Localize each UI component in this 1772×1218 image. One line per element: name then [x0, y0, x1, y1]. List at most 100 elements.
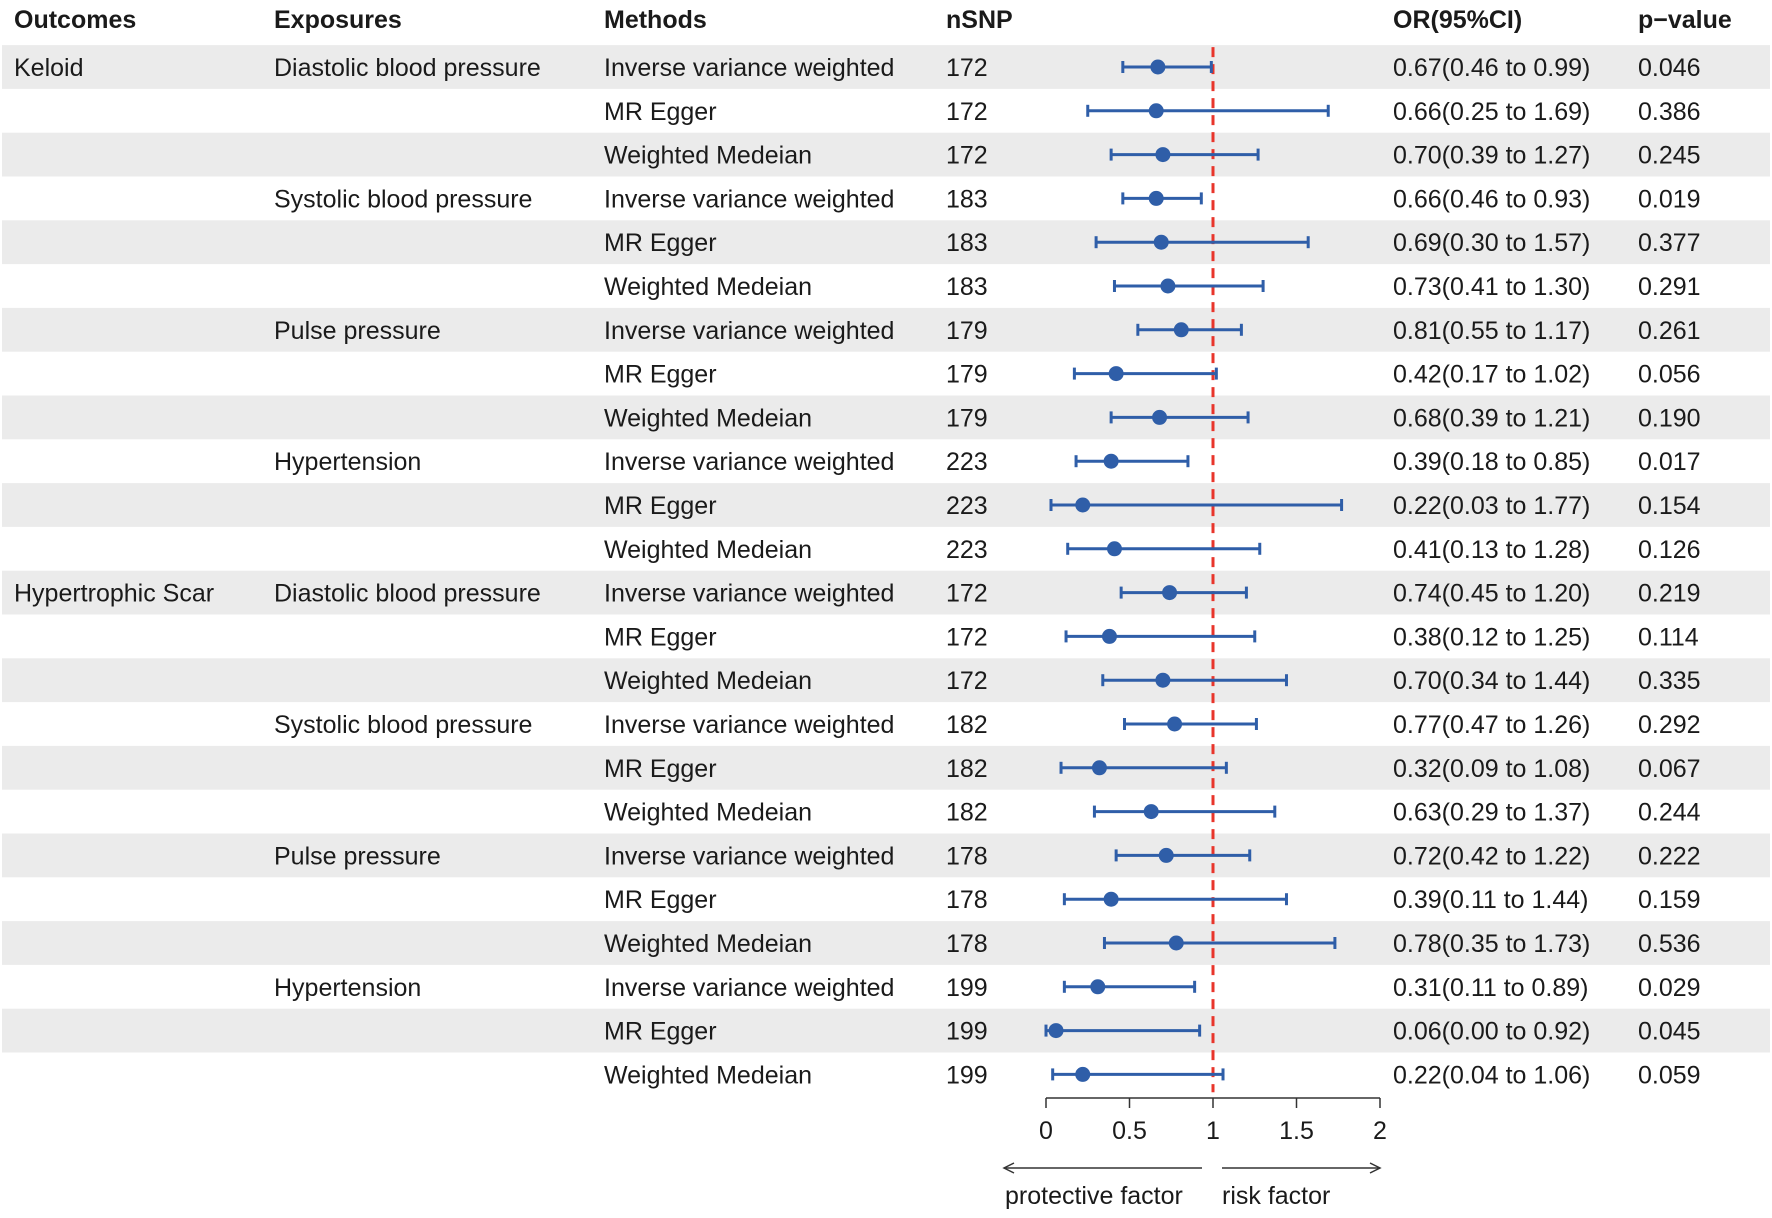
cell-or-ci: 0.68(0.39 to 1.21)	[1393, 404, 1590, 432]
row-stripe	[2, 658, 1770, 703]
cell-or-ci: 0.22(0.03 to 1.77)	[1393, 492, 1590, 520]
cell-p-value: 0.017	[1638, 448, 1701, 476]
cell-nsnp: 178	[946, 842, 988, 870]
or-point	[1155, 147, 1171, 163]
header-nsnp: nSNP	[946, 6, 1013, 34]
cell-or-ci: 0.06(0.00 to 0.92)	[1393, 1018, 1590, 1046]
row-stripe	[2, 745, 1770, 790]
cell-method: MR Egger	[604, 492, 717, 520]
cell-or-ci: 0.67(0.46 to 0.99)	[1393, 54, 1590, 82]
or-point	[1167, 716, 1183, 732]
cell-or-ci: 0.22(0.04 to 1.06)	[1393, 1061, 1590, 1089]
cell-p-value: 0.154	[1638, 492, 1701, 520]
cell-or-ci: 0.81(0.55 to 1.17)	[1393, 317, 1590, 345]
cell-nsnp: 183	[946, 273, 988, 301]
cell-p-value: 0.245	[1638, 142, 1701, 170]
protective-factor-label: protective factor	[1005, 1182, 1183, 1210]
cell-method: Weighted Medeian	[604, 142, 812, 170]
row-stripe	[2, 483, 1770, 527]
cell-method: Inverse variance weighted	[604, 974, 894, 1002]
cell-method: Inverse variance weighted	[604, 580, 894, 608]
cell-or-ci: 0.41(0.13 to 1.28)	[1393, 536, 1590, 564]
cell-or-ci: 0.38(0.12 to 1.25)	[1393, 623, 1590, 651]
protective-arrow-head	[1002, 1162, 1015, 1174]
cell-exposure: Diastolic blood pressure	[274, 580, 541, 608]
row-stripe	[2, 570, 1770, 615]
or-point	[1090, 979, 1106, 995]
cell-p-value: 0.019	[1638, 185, 1701, 213]
or-point	[1091, 760, 1107, 776]
header-methods: Methods	[604, 6, 707, 34]
cell-nsnp: 183	[946, 229, 988, 257]
cell-method: Inverse variance weighted	[604, 711, 894, 739]
cell-nsnp: 182	[946, 711, 988, 739]
cell-nsnp: 223	[946, 492, 988, 520]
cell-nsnp: 199	[946, 1061, 988, 1089]
cell-outcome: Hypertrophic Scar	[14, 580, 214, 608]
row-stripe	[2, 45, 1770, 89]
cell-p-value: 0.386	[1638, 98, 1701, 126]
cell-p-value: 0.126	[1638, 536, 1701, 564]
cell-or-ci: 0.66(0.46 to 0.93)	[1393, 185, 1590, 213]
cell-or-ci: 0.39(0.18 to 0.85)	[1393, 448, 1590, 476]
cell-or-ci: 0.69(0.30 to 1.57)	[1393, 229, 1590, 257]
cell-or-ci: 0.70(0.34 to 1.44)	[1393, 667, 1590, 695]
cell-exposure: Pulse pressure	[274, 842, 441, 870]
cell-nsnp: 179	[946, 317, 988, 345]
cell-method: Inverse variance weighted	[604, 317, 894, 345]
cell-or-ci: 0.39(0.11 to 1.44)	[1393, 886, 1589, 914]
cell-nsnp: 183	[946, 185, 988, 213]
cell-or-ci: 0.42(0.17 to 1.02)	[1393, 361, 1590, 389]
x-tick-label: 0.5	[1112, 1117, 1147, 1145]
or-point	[1158, 847, 1174, 863]
cell-or-ci: 0.74(0.45 to 1.20)	[1393, 580, 1590, 608]
row-stripe	[2, 833, 1770, 878]
cell-p-value: 0.114	[1638, 623, 1699, 651]
row-stripe	[2, 921, 1770, 965]
or-point	[1075, 497, 1091, 513]
cell-exposure: Pulse pressure	[274, 317, 441, 345]
risk-arrow-head	[1369, 1162, 1382, 1174]
or-point	[1168, 935, 1184, 951]
cell-p-value: 0.190	[1638, 404, 1701, 432]
or-point	[1106, 541, 1122, 557]
cell-method: Weighted Medeian	[604, 273, 812, 301]
cell-nsnp: 172	[946, 623, 988, 651]
cell-method: MR Egger	[604, 361, 717, 389]
cell-p-value: 0.029	[1638, 974, 1701, 1002]
or-point	[1148, 190, 1164, 206]
cell-nsnp: 178	[946, 886, 988, 914]
or-point	[1048, 1023, 1064, 1039]
cell-or-ci: 0.66(0.25 to 1.69)	[1393, 98, 1590, 126]
table-cells: Keloid Diastolic blood pressure Inverse va…	[14, 54, 1701, 1089]
cell-p-value: 0.067	[1638, 755, 1701, 783]
cell-nsnp: 178	[946, 930, 988, 958]
row-stripe	[2, 307, 1770, 352]
x-axis: 0 0.5 1 1.5 2	[1039, 1097, 1387, 1145]
or-point	[1148, 103, 1164, 119]
cell-or-ci: 0.73(0.41 to 1.30)	[1393, 273, 1590, 301]
header-outcomes: Outcomes	[14, 6, 136, 34]
cell-method: MR Egger	[604, 98, 717, 126]
x-tick-label: 1	[1206, 1117, 1220, 1145]
cell-method: Inverse variance weighted	[604, 185, 894, 213]
x-tick-label: 2	[1373, 1117, 1387, 1145]
cell-nsnp: 199	[946, 1018, 988, 1046]
or-point	[1103, 453, 1119, 469]
cell-method: MR Egger	[604, 623, 717, 651]
cell-method: Weighted Medeian	[604, 1061, 812, 1089]
cell-p-value: 0.219	[1638, 580, 1701, 608]
cell-nsnp: 199	[946, 974, 988, 1002]
header-p-value: p−value	[1638, 6, 1732, 34]
cell-p-value: 0.291	[1638, 273, 1701, 301]
cell-or-ci: 0.77(0.47 to 1.26)	[1393, 711, 1590, 739]
cell-method: Weighted Medeian	[604, 404, 812, 432]
or-point	[1160, 278, 1176, 294]
cell-nsnp: 172	[946, 580, 988, 608]
cell-nsnp: 182	[946, 755, 988, 783]
or-point	[1075, 1066, 1091, 1082]
cell-method: Weighted Medeian	[604, 667, 812, 695]
cell-p-value: 0.059	[1638, 1061, 1701, 1089]
cell-nsnp: 223	[946, 448, 988, 476]
cell-p-value: 0.536	[1638, 930, 1701, 958]
